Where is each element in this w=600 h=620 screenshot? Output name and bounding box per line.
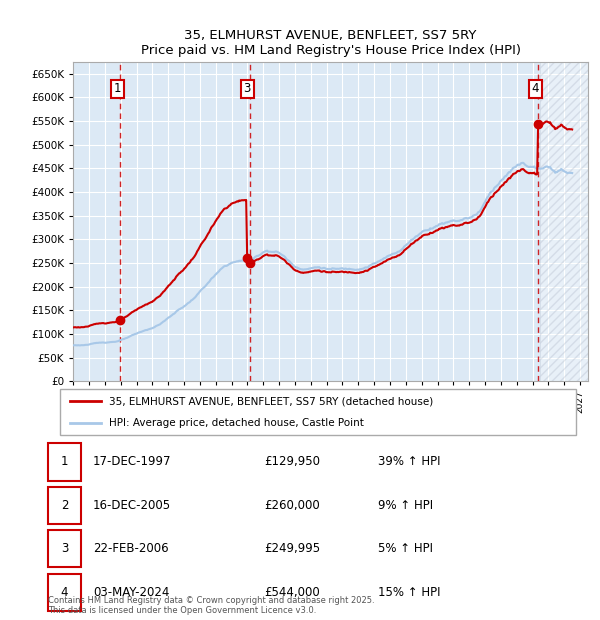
Text: Contains HM Land Registry data © Crown copyright and database right 2025.
This d: Contains HM Land Registry data © Crown c…: [48, 596, 374, 615]
Text: 5% ↑ HPI: 5% ↑ HPI: [378, 542, 433, 555]
Text: HPI: Average price, detached house, Castle Point: HPI: Average price, detached house, Cast…: [109, 418, 364, 428]
Text: 17-DEC-1997: 17-DEC-1997: [93, 456, 172, 468]
Text: £544,000: £544,000: [264, 586, 320, 598]
Text: £249,995: £249,995: [264, 542, 320, 555]
Text: 1: 1: [61, 456, 68, 468]
Text: 3: 3: [61, 542, 68, 555]
FancyBboxPatch shape: [60, 389, 576, 435]
Text: 9% ↑ HPI: 9% ↑ HPI: [378, 499, 433, 511]
Text: 2: 2: [61, 499, 68, 511]
Bar: [541, 62, 588, 381]
Text: 15% ↑ HPI: 15% ↑ HPI: [378, 586, 440, 598]
Text: 3: 3: [244, 82, 251, 95]
Text: 03-MAY-2024: 03-MAY-2024: [93, 586, 169, 598]
Text: 22-FEB-2006: 22-FEB-2006: [93, 542, 169, 555]
Text: £129,950: £129,950: [264, 456, 320, 468]
Text: 16-DEC-2005: 16-DEC-2005: [93, 499, 171, 511]
Text: 4: 4: [532, 82, 539, 95]
Text: 39% ↑ HPI: 39% ↑ HPI: [378, 456, 440, 468]
Title: 35, ELMHURST AVENUE, BENFLEET, SS7 5RY
Price paid vs. HM Land Registry's House P: 35, ELMHURST AVENUE, BENFLEET, SS7 5RY P…: [140, 29, 521, 56]
Text: 1: 1: [114, 82, 121, 95]
Text: £260,000: £260,000: [264, 499, 320, 511]
Text: 35, ELMHURST AVENUE, BENFLEET, SS7 5RY (detached house): 35, ELMHURST AVENUE, BENFLEET, SS7 5RY (…: [109, 396, 433, 406]
Text: 4: 4: [61, 586, 68, 598]
